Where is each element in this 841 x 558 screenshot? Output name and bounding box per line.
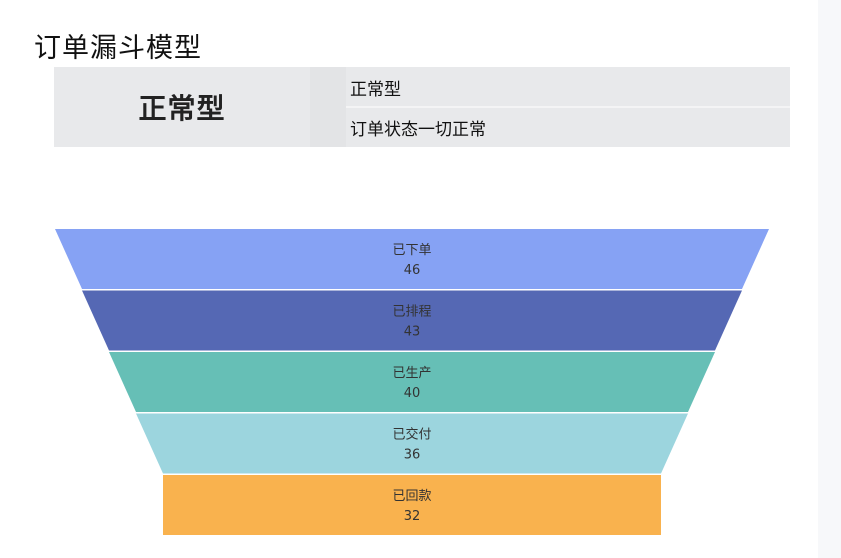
funnel-label-3: 已生产 (392, 366, 431, 381)
order-status-panel: 正常型 正常型 订单状态一切正常 (54, 67, 790, 147)
panel-divider-horizontal (346, 106, 790, 108)
funnel-label-1: 已下单 (392, 243, 431, 258)
funnel-label-4: 已交付 (392, 427, 431, 443)
right-edge-strip (818, 0, 841, 558)
funnel-segment-3 (109, 352, 715, 412)
funnel-segment-2 (82, 290, 742, 351)
funnel-segment-1 (55, 229, 769, 289)
funnel-value-4: 36 (404, 448, 421, 463)
funnel-value-5: 32 (404, 509, 421, 524)
funnel-value-2: 43 (404, 325, 421, 340)
funnel-label-5: 已回款 (392, 489, 431, 504)
funnel-value-1: 46 (404, 263, 421, 278)
page-title: 订单漏斗模型 (34, 33, 202, 64)
status-type-label: 正常型 (138, 92, 226, 125)
funnel-label-2: 已排程 (392, 305, 431, 320)
status-name: 正常型 (350, 79, 401, 100)
panel-divider-vertical (310, 67, 346, 147)
status-description: 订单状态一切正常 (350, 119, 486, 140)
funnel-segment-4 (136, 413, 688, 474)
funnel-segment-5 (163, 475, 661, 535)
funnel-value-3: 40 (404, 386, 421, 401)
